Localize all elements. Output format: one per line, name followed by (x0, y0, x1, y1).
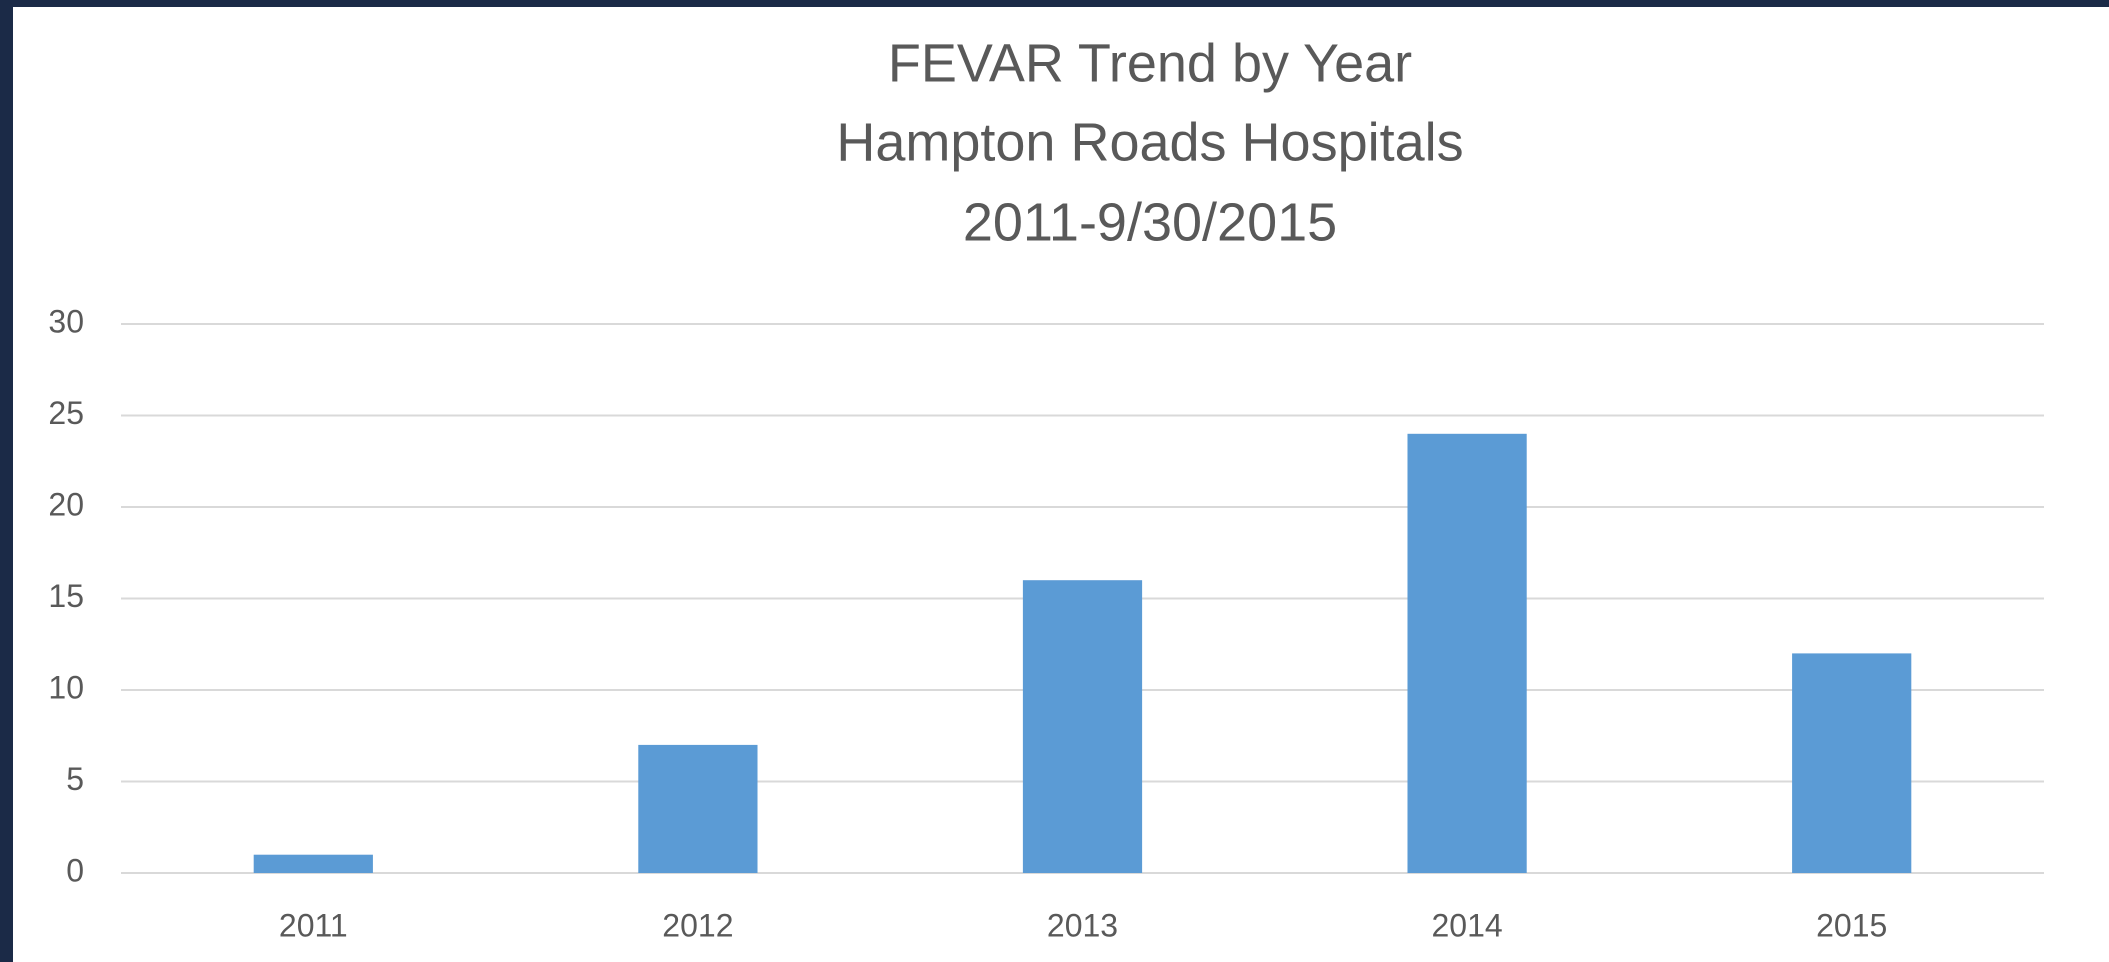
y-tick-label: 15 (48, 578, 84, 614)
bar (1022, 580, 1143, 873)
y-tick-label: 25 (48, 395, 84, 431)
chart-subtitle: 2011-9/30/2015 (963, 192, 1337, 252)
y-tick-label: 30 (48, 303, 84, 339)
bar (1792, 653, 1912, 873)
chart-subtitle: Hampton Roads Hospitals (836, 112, 1463, 172)
y-tick-label: 10 (48, 669, 84, 705)
chart-title: FEVAR Trend by Year (888, 33, 1412, 93)
x-tick-label: 2012 (662, 907, 733, 943)
y-tick-label: 5 (66, 761, 84, 797)
bar (1407, 433, 1527, 873)
x-tick-label: 2011 (279, 907, 348, 943)
x-tick-label: 2015 (1816, 907, 1887, 943)
y-tick-label: 20 (48, 486, 84, 522)
bar (638, 744, 758, 873)
x-tick-label: 2014 (1432, 907, 1503, 943)
x-tick-label: 2013 (1047, 907, 1118, 943)
bar (253, 854, 373, 873)
y-tick-label: 0 (66, 852, 84, 888)
